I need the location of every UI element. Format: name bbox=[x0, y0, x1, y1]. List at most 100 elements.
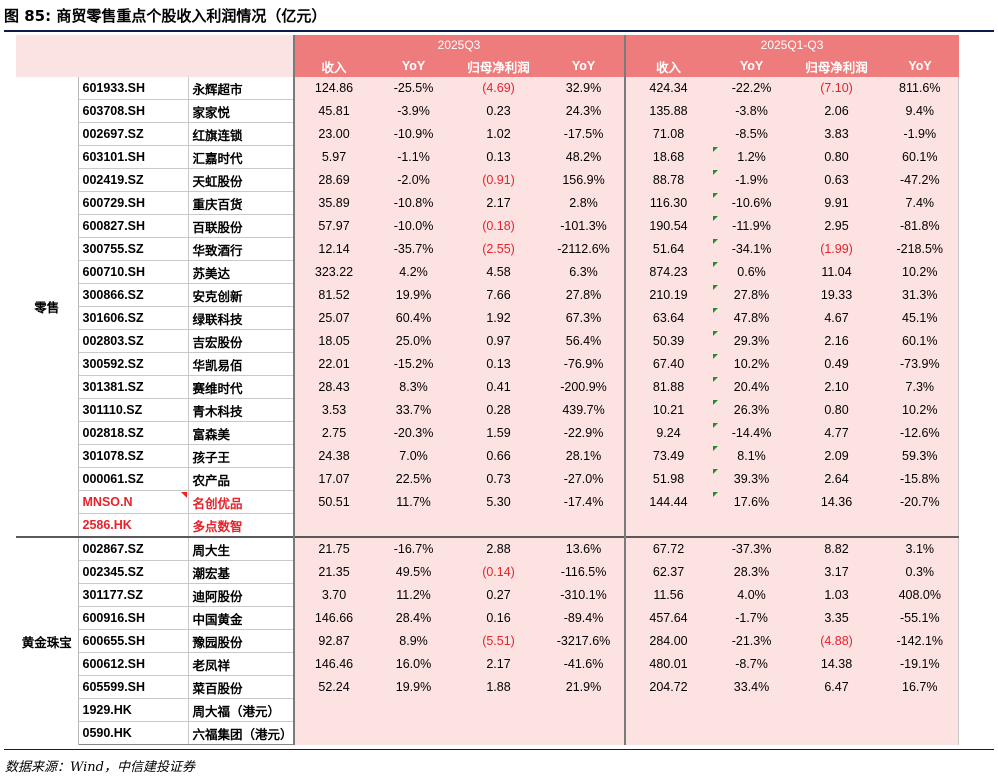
stock-code: 0590.HK bbox=[78, 721, 189, 745]
stock-code: 300866.SZ bbox=[78, 283, 189, 307]
value-cell: -25.5% bbox=[373, 77, 454, 100]
value-cell bbox=[373, 721, 454, 745]
stock-code: 600612.SH bbox=[78, 652, 189, 676]
value-cell: 20.4% bbox=[711, 375, 792, 399]
value-cell: 2.64 bbox=[791, 467, 882, 491]
value-cell bbox=[711, 513, 792, 537]
stock-code: 301110.SZ bbox=[78, 398, 189, 422]
value-cell: -2.0% bbox=[373, 168, 454, 192]
table-row: 301381.SZ 赛维时代 28.43 8.3% 0.41 -200.9% 81.88 20… bbox=[16, 375, 960, 399]
value-cell: 52.24 bbox=[292, 675, 374, 699]
value-cell: -37.3% bbox=[711, 536, 792, 561]
value-cell: 0.3% bbox=[881, 560, 960, 584]
value-cell: 7.4% bbox=[881, 191, 960, 215]
value-cell bbox=[881, 721, 960, 745]
stock-code: MNSO.N bbox=[78, 490, 189, 514]
stock-name: 吉宏股份 bbox=[188, 329, 294, 353]
value-cell: -22.9% bbox=[543, 421, 625, 445]
title-rule bbox=[4, 30, 994, 32]
value-cell: 24.3% bbox=[543, 99, 625, 123]
value-cell: 56.4% bbox=[543, 329, 625, 353]
value-cell: (0.91) bbox=[453, 168, 544, 192]
stock-code: 603708.SH bbox=[78, 99, 189, 123]
value-cell: 16.7% bbox=[881, 675, 960, 699]
value-cell bbox=[453, 698, 544, 722]
value-cell: 92.87 bbox=[292, 629, 374, 653]
value-cell: 8.9% bbox=[373, 629, 454, 653]
value-cell: -16.7% bbox=[373, 536, 454, 561]
value-cell: 10.21 bbox=[623, 398, 712, 422]
value-cell: -10.9% bbox=[373, 122, 454, 146]
value-cell: 3.53 bbox=[292, 398, 374, 422]
value-cell bbox=[453, 721, 544, 745]
table-row: 301177.SZ 迪阿股份 3.70 11.2% 0.27 -310.1% 11.56 4.… bbox=[16, 583, 960, 607]
value-cell: -21.3% bbox=[711, 629, 792, 653]
value-cell: 11.2% bbox=[373, 583, 454, 607]
value-cell: 0.66 bbox=[453, 444, 544, 468]
value-cell: -10.0% bbox=[373, 214, 454, 238]
stock-code: 605599.SH bbox=[78, 675, 189, 699]
value-cell: 7.66 bbox=[453, 283, 544, 307]
value-cell: -20.3% bbox=[373, 421, 454, 445]
stock-name: 潮宏基 bbox=[188, 560, 294, 584]
value-cell: -1.9% bbox=[881, 122, 960, 146]
stock-name: 名创优品 bbox=[188, 490, 294, 514]
stock-code: 000061.SZ bbox=[78, 467, 189, 491]
stock-code: 2586.HK bbox=[78, 513, 189, 538]
col-header: YoY bbox=[881, 55, 959, 77]
stock-name: 天虹股份 bbox=[188, 168, 294, 192]
table-row: 600710.SH 苏美达 323.22 4.2% 4.58 6.3% 874.23 0.6%… bbox=[16, 260, 960, 284]
source-note: 数据来源：Wind，中信建投证券 bbox=[5, 760, 195, 775]
stock-code: 002345.SZ bbox=[78, 560, 189, 584]
value-cell: 10.2% bbox=[881, 398, 960, 422]
value-cell: 23.00 bbox=[292, 122, 374, 146]
value-cell: 31.3% bbox=[881, 283, 960, 307]
value-cell: -41.6% bbox=[543, 652, 625, 676]
value-cell: 10.2% bbox=[711, 352, 792, 376]
value-cell: -22.2% bbox=[711, 77, 792, 100]
group-label-retail: 零售 bbox=[16, 77, 79, 537]
value-cell: 210.19 bbox=[623, 283, 712, 307]
value-cell: 3.17 bbox=[791, 560, 882, 584]
value-cell: 11.56 bbox=[623, 583, 712, 607]
table-row: 600655.SH 豫园股份 92.87 8.9% (5.51) -3217.6% 284.… bbox=[16, 629, 960, 653]
stock-code: 002867.SZ bbox=[78, 536, 189, 561]
value-cell: 60.1% bbox=[881, 145, 960, 169]
value-cell: 45.1% bbox=[881, 306, 960, 330]
value-cell bbox=[623, 698, 712, 722]
value-cell: 60.4% bbox=[373, 306, 454, 330]
value-cell: (0.18) bbox=[453, 214, 544, 238]
stock-name: 周大生 bbox=[188, 536, 294, 561]
value-cell: 14.38 bbox=[791, 652, 882, 676]
stock-code: 600710.SH bbox=[78, 260, 189, 284]
period-header-q3: 2025Q3 bbox=[292, 35, 625, 55]
value-cell: 7.3% bbox=[881, 375, 960, 399]
value-cell: 146.46 bbox=[292, 652, 374, 676]
stock-name: 赛维时代 bbox=[188, 375, 294, 399]
value-cell: 146.66 bbox=[292, 606, 374, 630]
stock-code: 002803.SZ bbox=[78, 329, 189, 353]
value-cell: -76.9% bbox=[543, 352, 625, 376]
value-cell bbox=[791, 721, 882, 745]
value-cell: -3.9% bbox=[373, 99, 454, 123]
stock-name: 菜百股份 bbox=[188, 675, 294, 699]
stock-code: 301177.SZ bbox=[78, 583, 189, 607]
stock-name: 青木科技 bbox=[188, 398, 294, 422]
value-cell: 0.28 bbox=[453, 398, 544, 422]
col-header: 归母净利润 bbox=[791, 55, 882, 77]
value-cell: -11.9% bbox=[711, 214, 792, 238]
value-cell: 135.88 bbox=[623, 99, 712, 123]
table-row: 002419.SZ 天虹股份 28.69 -2.0% (0.91) 156.9% 88.78… bbox=[16, 168, 960, 192]
stock-name: 富森美 bbox=[188, 421, 294, 445]
value-cell: -2112.6% bbox=[543, 237, 625, 261]
value-cell: -12.6% bbox=[881, 421, 960, 445]
value-cell: 9.24 bbox=[623, 421, 712, 445]
table-row: 600612.SH 老凤祥 146.46 16.0% 2.17 -41.6% 480.01-… bbox=[16, 652, 960, 676]
stock-name: 百联股份 bbox=[188, 214, 294, 238]
value-cell: 28.43 bbox=[292, 375, 374, 399]
value-cell: 24.38 bbox=[292, 444, 374, 468]
value-cell: 2.09 bbox=[791, 444, 882, 468]
table-row: 002803.SZ 吉宏股份 18.05 25.0% 0.97 56.4% 50.39 29.… bbox=[16, 329, 960, 353]
value-cell: 6.3% bbox=[543, 260, 625, 284]
value-cell: 5.30 bbox=[453, 490, 544, 514]
